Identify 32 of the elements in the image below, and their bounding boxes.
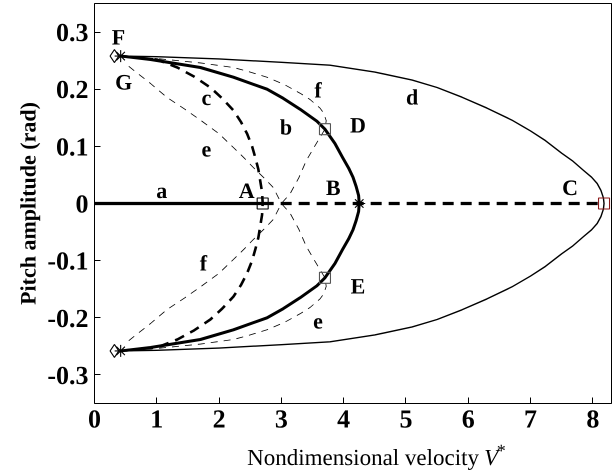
annotation: A <box>238 178 255 203</box>
annotation: e <box>313 308 324 334</box>
y-axis-title: Pitch amplitude (rad) <box>15 102 40 305</box>
annotation: B <box>326 175 341 200</box>
annotation: D <box>350 112 366 138</box>
annotation: f <box>200 250 208 276</box>
y-tick-label: -0.3 <box>47 360 89 390</box>
x-tick-label: 1 <box>150 404 164 434</box>
annotation: c <box>201 85 212 110</box>
annotation: f <box>314 78 322 103</box>
y-tick-label: 0 <box>76 190 88 218</box>
x-axis-title: Nondimensional velocity V* <box>247 440 506 470</box>
y-tick-label: 0.1 <box>56 132 88 162</box>
y-tick-label: 0.3 <box>56 18 88 48</box>
annotation: F <box>112 24 126 50</box>
y-tick-label: 0.2 <box>56 75 88 104</box>
y-tick-label: -0.1 <box>47 246 89 276</box>
annotation: C <box>562 175 578 200</box>
x-tick-label: 4 <box>337 404 350 434</box>
annotation: G <box>115 70 132 95</box>
annotation: e <box>202 136 212 162</box>
annotation: a <box>156 178 168 203</box>
x-tick-label: 2 <box>212 404 226 434</box>
y-tick-label: -0.2 <box>47 304 89 333</box>
x-tick-label: 8 <box>586 404 600 434</box>
annotation: d <box>406 84 418 110</box>
x-tick-label: 3 <box>274 404 288 434</box>
x-tick-label: 7 <box>524 404 538 434</box>
x-tick-label: 6 <box>462 404 475 434</box>
annotation: b <box>280 114 292 140</box>
x-tick-label: 5 <box>399 404 412 434</box>
annotation: E <box>350 273 366 298</box>
